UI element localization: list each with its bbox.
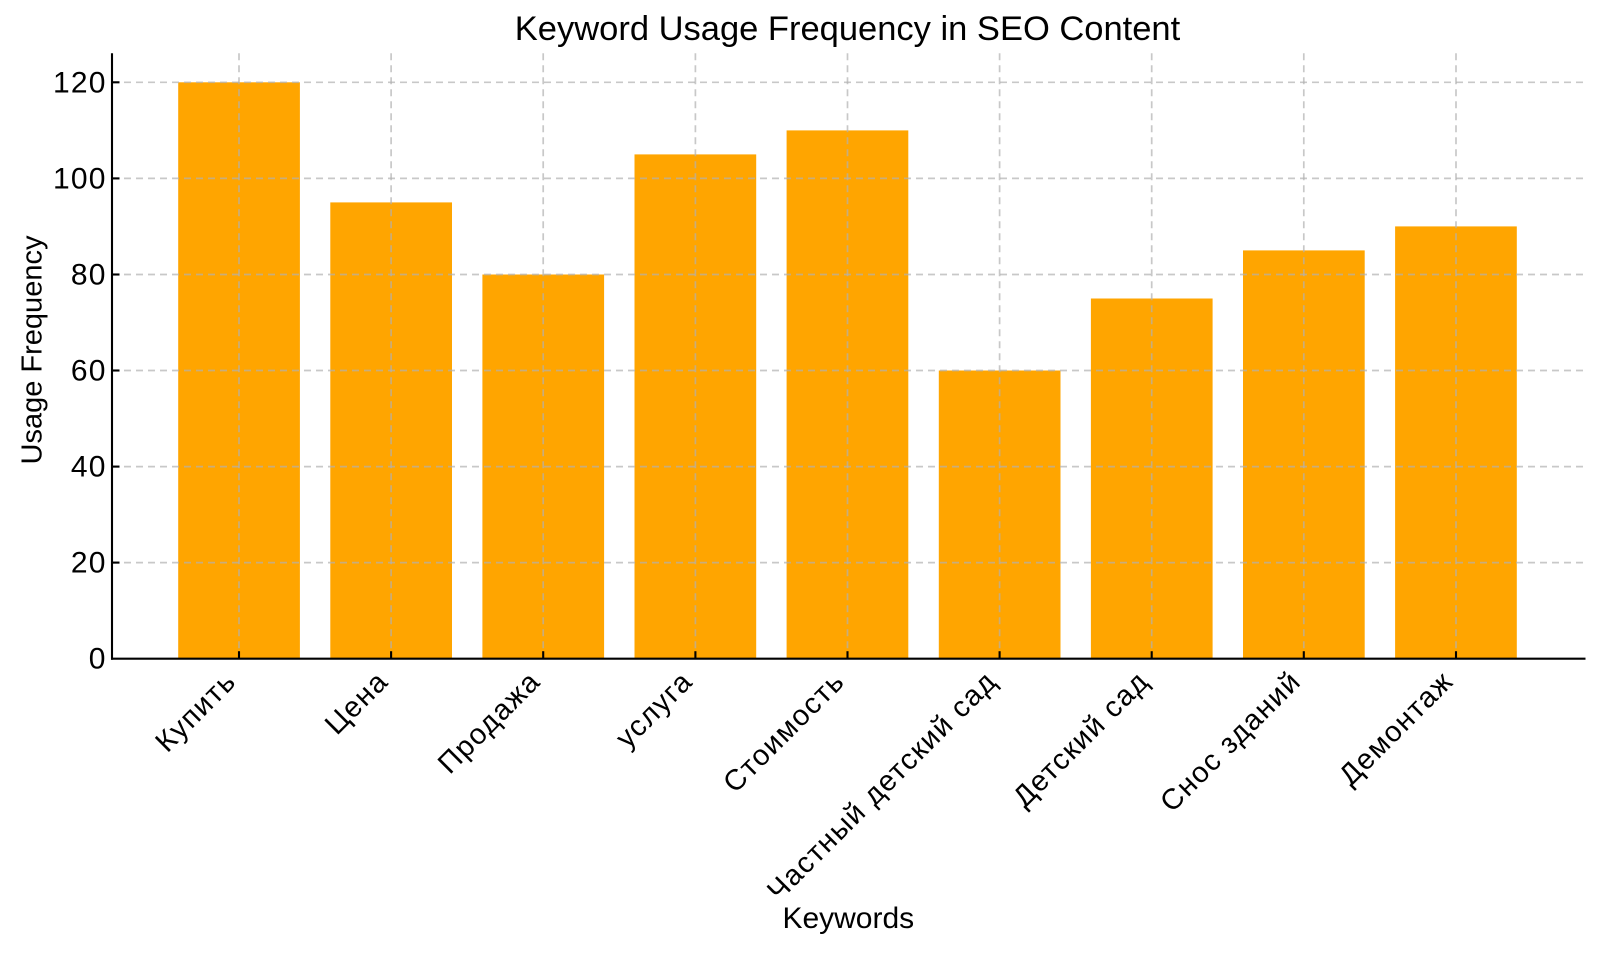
svg-text:Keywords: Keywords [782, 902, 914, 935]
svg-text:20: 20 [71, 547, 107, 580]
svg-text:Usage Frequency: Usage Frequency [17, 235, 49, 464]
svg-text:40: 40 [71, 451, 107, 484]
svg-text:80: 80 [71, 259, 107, 292]
svg-text:Keyword Usage Frequency in SEO: Keyword Usage Frequency in SEO Content [515, 10, 1181, 48]
svg-text:100: 100 [53, 162, 107, 195]
svg-text:60: 60 [71, 355, 107, 388]
svg-text:0: 0 [89, 643, 107, 676]
svg-text:120: 120 [53, 66, 107, 99]
